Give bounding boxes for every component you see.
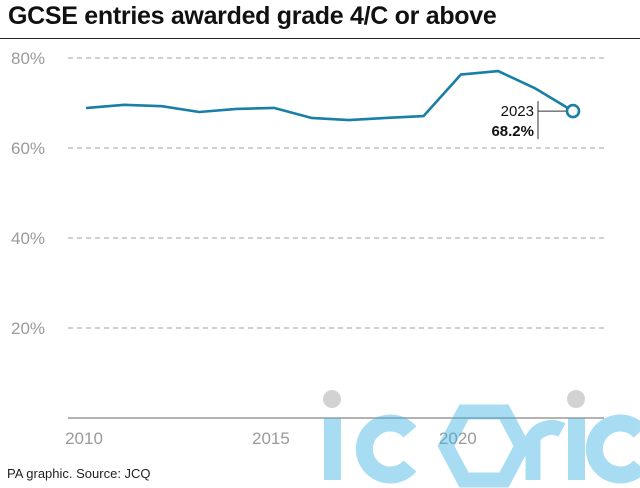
chart-title: GCSE entries awarded grade 4/C or above (8, 2, 497, 30)
x-tick-label: 2010 (65, 429, 103, 448)
gridlines (68, 57, 604, 329)
y-tick-label: 80% (11, 49, 45, 68)
y-tick-labels: 20% 40% 60% 80% (11, 49, 45, 338)
y-tick-label: 40% (11, 229, 45, 248)
data-point (565, 103, 581, 119)
annotation-2023: 2023 68.2% (491, 101, 566, 140)
annotation-year: 2023 (501, 103, 534, 120)
annotation-value: 68.2% (491, 123, 534, 140)
y-tick-label: 60% (11, 139, 45, 158)
source-note: PA graphic. Source: JCQ (7, 466, 151, 481)
x-tick-labels: 2010 2015 2020 (65, 429, 477, 448)
title-divider (0, 38, 640, 39)
iconic-watermark (323, 390, 640, 488)
x-tick-label: 2020 (439, 429, 477, 448)
x-tick-label: 2015 (252, 429, 290, 448)
y-tick-label: 20% (11, 319, 45, 338)
data-points (565, 103, 581, 119)
series-line (85, 69, 575, 122)
